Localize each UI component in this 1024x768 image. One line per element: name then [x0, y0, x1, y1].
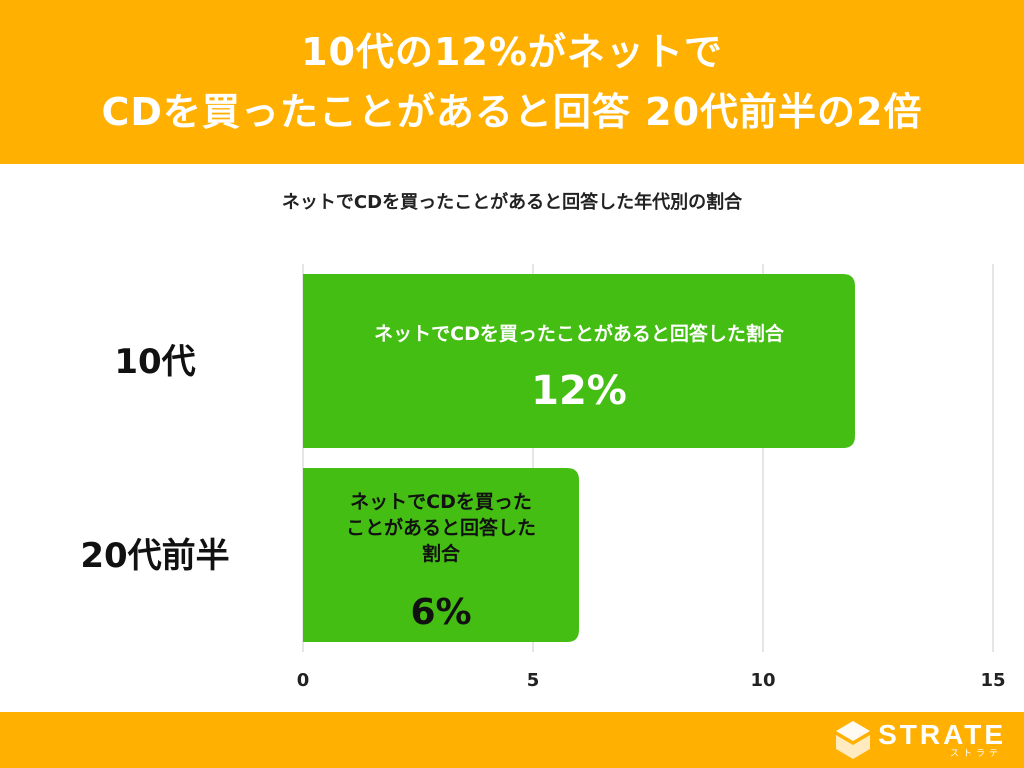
x-tick-label: 15 [980, 670, 1005, 691]
bar-value-label: 6% [410, 592, 471, 633]
logo-katakana: ストラテ [949, 749, 1002, 759]
strate-logo: STRATE ストラテ [836, 720, 1006, 760]
chart-title: ネットでCDを買ったことがあると回答した年代別の割合 [281, 192, 743, 213]
bar-1 [303, 468, 579, 642]
x-tick-label: 0 [297, 670, 310, 691]
headline-line-1: 10代の12%がネットで [301, 30, 723, 74]
category-label: 20代前半 [80, 536, 229, 576]
x-tick-label: 10 [750, 670, 775, 691]
bar-description: ネットでCDを買った [350, 491, 532, 513]
headline-line-2: CDを買ったことがあると回答 20代前半の2倍 [101, 90, 923, 134]
bar-description: ネットでCDを買ったことがあると回答した割合 [374, 322, 785, 345]
bar-description: ことがあると回答した [346, 516, 536, 539]
bar-value-label: 12% [531, 368, 627, 414]
header-banner: 10代の12%がネットで CDを買ったことがあると回答 20代前半の2倍 [0, 0, 1024, 164]
bar-description: 割合 [422, 542, 461, 565]
x-tick-label: 5 [527, 670, 540, 691]
bar-0 [303, 274, 855, 448]
bar-chart: 0 5 10 1510代ネットでCDを買ったことがあると回答した割合12%20代前半ネ… [80, 264, 1006, 691]
category-label: 10代 [114, 342, 195, 382]
footer-banner: STRATE ストラテ [0, 712, 1024, 768]
logo-wordmark: STRATE [878, 719, 1006, 750]
strate-logo-icon [836, 721, 871, 759]
